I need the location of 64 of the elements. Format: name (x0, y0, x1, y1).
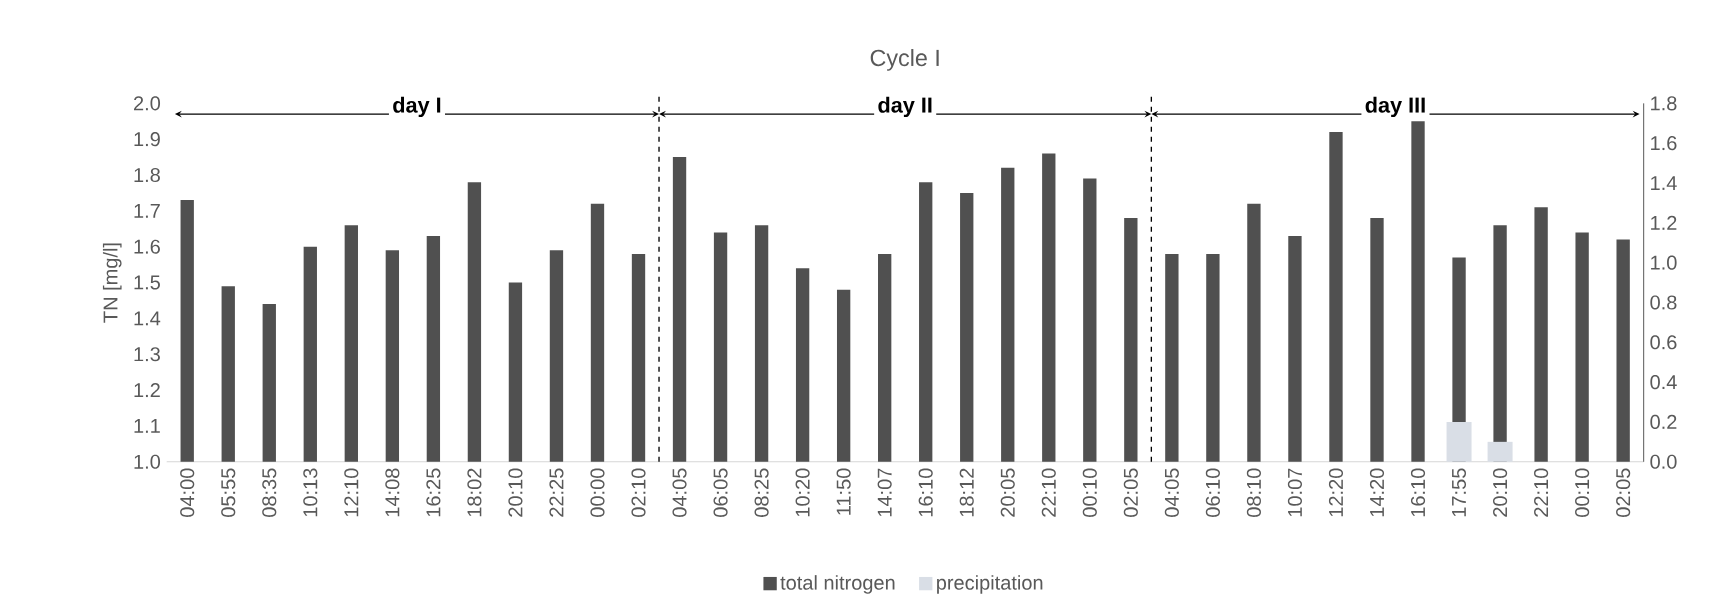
annotation: day III (1365, 96, 1425, 117)
chart-title: Cycle I (870, 48, 939, 71)
x-tick-label: 14:20 (1369, 468, 1385, 516)
x-tick-label: 14:08 (385, 468, 400, 516)
y-tick-label: 1.5 (134, 275, 160, 290)
x-tick-label: 06:05 (713, 468, 728, 517)
x-tick-label: 04:05 (1164, 468, 1179, 517)
y-tick-label: 1.0 (134, 454, 161, 469)
y2-tick-label: 0.8 (1650, 295, 1677, 310)
x-tick-label: 04:05 (672, 468, 687, 517)
y2-tick-label: 0.4 (1650, 374, 1677, 389)
y-tick-label: 2.0 (134, 96, 161, 111)
x-tick-label: 18:02 (467, 468, 482, 516)
x-tick-label: 10:20 (795, 468, 810, 516)
y2-tick-label: 1.8 (1651, 96, 1677, 111)
x-tick-label: 10:13 (303, 468, 318, 516)
y2-tick-label: 0.6 (1650, 335, 1677, 350)
y2-tick-label: 0.0 (1650, 454, 1677, 469)
y-tick-label: 1.9 (134, 131, 160, 147)
x-tick-label: 20:05 (1000, 468, 1015, 517)
x-tick-label: 16:10 (918, 468, 933, 516)
x-tick-label: 16:25 (426, 468, 441, 516)
x-tick-label: 08:25 (754, 468, 769, 517)
x-tick-label: 08:35 (262, 468, 277, 517)
y-tick-label: 1.7 (134, 203, 160, 218)
x-tick-label: 18:12 (959, 468, 974, 516)
x-tick-label: 22:10 (1041, 468, 1056, 517)
x-tick-label: 12:20 (1328, 468, 1344, 516)
legend-label: total nitrogen (780, 574, 895, 594)
y-tick-label: 1.6 (134, 239, 160, 254)
x-tick-label: 20:10 (508, 468, 523, 517)
y-tick-label: 1.2 (134, 382, 160, 397)
y-tick-label: 1.8 (134, 167, 160, 182)
x-tick-label: 06:10 (1205, 468, 1220, 517)
legend-label: precipitation (937, 574, 1043, 594)
x-tick-label: 14:07 (877, 468, 892, 516)
y2-tick-label: 1.4 (1651, 175, 1677, 190)
x-tick-label: 17:55 (1452, 468, 1467, 516)
x-tick-label: 00:10 (1082, 468, 1097, 517)
x-tick-label: 00:10 (1575, 468, 1590, 517)
y-tick-label: 1.3 (134, 346, 160, 362)
x-tick-label: 08:10 (1246, 468, 1261, 517)
y2-tick-label: 1.0 (1651, 255, 1677, 270)
annotation: day I (393, 96, 441, 117)
y-tick-label: 1.1 (134, 418, 160, 433)
x-tick-label: 11:50 (836, 468, 851, 515)
y2-tick-label: 1.6 (1651, 135, 1677, 151)
annotation: day II (878, 96, 932, 117)
y2-tick-label: 0.2 (1650, 414, 1677, 429)
y2-tick-label: 1.2 (1651, 215, 1677, 230)
x-tick-label: 10:07 (1287, 468, 1303, 516)
y-axis-title: TN [mg/l] (102, 243, 122, 323)
x-tick-label: 04:00 (180, 468, 195, 517)
x-tick-label: 22:10 (1534, 468, 1549, 517)
x-tick-label: 02:10 (631, 468, 646, 517)
x-tick-label: 05:55 (221, 468, 236, 517)
x-tick-label: 12:10 (344, 468, 359, 516)
x-tick-label: 22:25 (549, 468, 564, 517)
y-tick-label: 1.4 (134, 311, 161, 326)
x-tick-label: 02:05 (1616, 468, 1631, 517)
x-tick-label: 00:00 (590, 468, 605, 517)
x-tick-label: 16:10 (1410, 468, 1426, 516)
x-tick-label: 20:10 (1493, 468, 1508, 517)
x-tick-label: 02:05 (1123, 468, 1138, 517)
